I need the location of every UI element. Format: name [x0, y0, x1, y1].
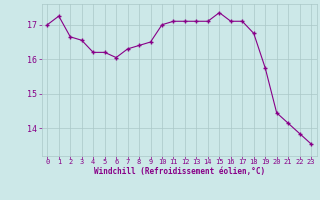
X-axis label: Windchill (Refroidissement éolien,°C): Windchill (Refroidissement éolien,°C): [94, 167, 265, 176]
